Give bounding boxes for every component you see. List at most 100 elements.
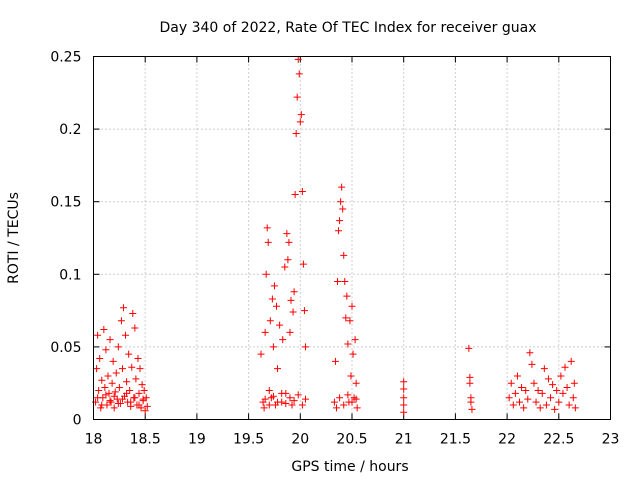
data-point — [289, 308, 297, 316]
data-point — [353, 404, 361, 412]
data-point — [105, 389, 113, 397]
data-point — [346, 317, 354, 325]
data-point — [94, 394, 102, 402]
data-point — [522, 386, 530, 394]
data-point — [536, 404, 544, 412]
data-point — [342, 314, 350, 322]
data-point — [295, 70, 303, 78]
data-point — [286, 328, 294, 336]
data-point — [98, 401, 106, 409]
data-point — [549, 381, 557, 389]
data-point — [141, 407, 149, 415]
data-point — [261, 395, 269, 403]
data-point — [530, 379, 538, 387]
data-point — [347, 372, 355, 380]
data-point — [123, 389, 131, 397]
data-point — [336, 394, 344, 402]
data-point — [136, 365, 144, 373]
x-tick-label: 21.5 — [440, 432, 471, 448]
y-tick-label: 0.1 — [59, 267, 81, 283]
data-point — [296, 118, 304, 126]
data-point — [341, 278, 349, 286]
y-axis-label: ROTI / TECUs — [6, 192, 22, 284]
data-point — [276, 321, 284, 329]
data-point — [335, 227, 343, 235]
data-point — [266, 317, 274, 325]
data-point — [139, 395, 147, 403]
axis-ticks: 18 18.5 19 19.5 20 20.5 21 21.5 22 22.5 23 0 0.05 0.1… — [50, 50, 619, 448]
data-point — [344, 340, 352, 348]
data-point — [301, 343, 309, 351]
grid-lines — [93, 56, 611, 420]
y-tick-label: 0.25 — [50, 50, 81, 66]
data-point — [122, 331, 130, 339]
data-point — [534, 386, 542, 394]
data-point — [131, 324, 139, 332]
data-point — [300, 307, 308, 315]
data-point — [273, 302, 281, 310]
data-point — [348, 302, 356, 310]
data-point — [338, 183, 346, 191]
data-point — [268, 295, 276, 303]
chart-title: Day 340 of 2022, Rate Of TEC Index for r… — [160, 20, 537, 36]
data-point — [274, 398, 282, 406]
data-point — [352, 379, 360, 387]
data-point — [569, 394, 577, 402]
data-point — [283, 230, 291, 238]
data-point — [114, 343, 122, 351]
data-point — [279, 336, 287, 344]
data-point — [557, 372, 565, 380]
data-point — [538, 389, 546, 397]
data-point — [516, 398, 524, 406]
data-point — [261, 328, 269, 336]
data-point — [143, 402, 151, 410]
x-tick-label: 19.5 — [233, 432, 264, 448]
data-point — [528, 360, 536, 368]
data-point — [351, 336, 359, 344]
data-point — [106, 397, 114, 405]
data-point — [567, 357, 575, 365]
data-point — [93, 365, 101, 373]
data-point — [131, 394, 139, 402]
x-axis-label: GPS time / hours — [291, 459, 408, 475]
data-point — [126, 386, 134, 394]
data-point — [400, 394, 408, 402]
data-point — [561, 363, 569, 371]
data-point — [290, 288, 298, 296]
data-point — [511, 389, 519, 397]
data-point — [106, 336, 114, 344]
data-point — [107, 398, 115, 406]
data-point — [336, 217, 344, 225]
data-point — [117, 317, 125, 325]
data-point — [286, 394, 294, 402]
data-point — [111, 388, 119, 396]
data-point — [343, 292, 351, 300]
data-point — [260, 404, 268, 412]
data-point — [565, 401, 573, 409]
x-tick-label: 19 — [188, 432, 206, 448]
data-point — [571, 404, 579, 412]
data-point — [544, 375, 552, 383]
y-tick-label: 0 — [73, 413, 82, 429]
data-point — [95, 386, 103, 394]
y-tick-label: 0.15 — [50, 195, 81, 211]
data-point — [330, 398, 338, 406]
data-point — [264, 238, 272, 246]
data-point — [334, 278, 342, 286]
data-point — [294, 55, 302, 63]
data-point — [127, 398, 135, 406]
data-point — [102, 346, 110, 354]
data-point — [465, 344, 473, 352]
data-point — [520, 404, 528, 412]
data-point — [96, 355, 104, 363]
data-point — [100, 325, 108, 333]
data-point — [290, 397, 298, 405]
data-point — [262, 270, 270, 278]
data-point — [284, 256, 292, 264]
data-point — [344, 391, 352, 399]
x-tick-label: 21 — [395, 432, 413, 448]
data-point — [110, 392, 118, 400]
data-point — [112, 369, 120, 377]
x-tick-label: 18 — [85, 432, 103, 448]
data-point — [142, 394, 150, 402]
